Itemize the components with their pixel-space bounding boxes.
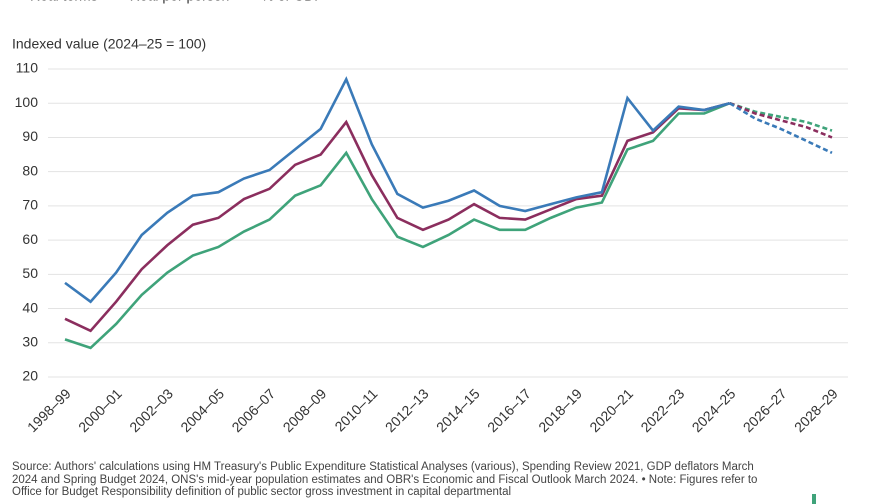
- y-tick-label: 40: [22, 299, 38, 315]
- x-tick-label: 2022–23: [637, 385, 687, 435]
- x-tick-label: 2028–29: [791, 385, 841, 435]
- x-tick-label: 2024–25: [689, 385, 739, 435]
- forecast-line: [729, 101, 833, 132]
- x-tick-label: 2000–01: [75, 385, 125, 435]
- x-tick-label: 1998–99: [24, 385, 74, 435]
- y-tick-label: 70: [22, 197, 38, 213]
- y-tick-label: 100: [15, 94, 39, 110]
- x-tick-label: 2014–15: [433, 385, 483, 435]
- x-tick-label: 2010–11: [331, 385, 380, 434]
- logo: [812, 494, 816, 504]
- x-tick-label: 2026–27: [740, 385, 790, 435]
- x-tick-label: 2004–05: [177, 385, 227, 435]
- series-line: [64, 76, 731, 304]
- x-tick-label: 2012–13: [382, 385, 432, 435]
- forecast-line: [729, 102, 833, 139]
- y-tick-label: 50: [22, 265, 38, 281]
- series-line: [64, 101, 731, 333]
- y-axis-label: Indexed value (2024–25 = 100): [12, 36, 206, 52]
- series-line: [64, 102, 731, 350]
- y-tick-label: 80: [22, 162, 38, 178]
- x-tick-label: 2016–17: [484, 385, 534, 435]
- x-tick-label: 2006–07: [228, 385, 278, 435]
- legend-label: Real per person: [130, 0, 230, 4]
- x-tick-label: 2018–19: [535, 385, 585, 435]
- y-tick-label: 60: [22, 231, 38, 247]
- x-tick-label: 2008–09: [280, 385, 330, 435]
- y-tick-label: 20: [22, 368, 38, 384]
- legend-label: % of GDP: [261, 0, 323, 4]
- y-tick-label: 30: [22, 333, 38, 349]
- x-tick-label: 2002–03: [126, 385, 176, 435]
- legend-label: Real terms: [30, 0, 98, 4]
- x-tick-label: 2020–21: [586, 385, 636, 435]
- source-note: Source: Authors' calculations using HM T…: [12, 461, 758, 498]
- y-tick-label: 110: [16, 60, 39, 76]
- forecast-line: [729, 102, 833, 155]
- y-tick-label: 90: [22, 128, 38, 144]
